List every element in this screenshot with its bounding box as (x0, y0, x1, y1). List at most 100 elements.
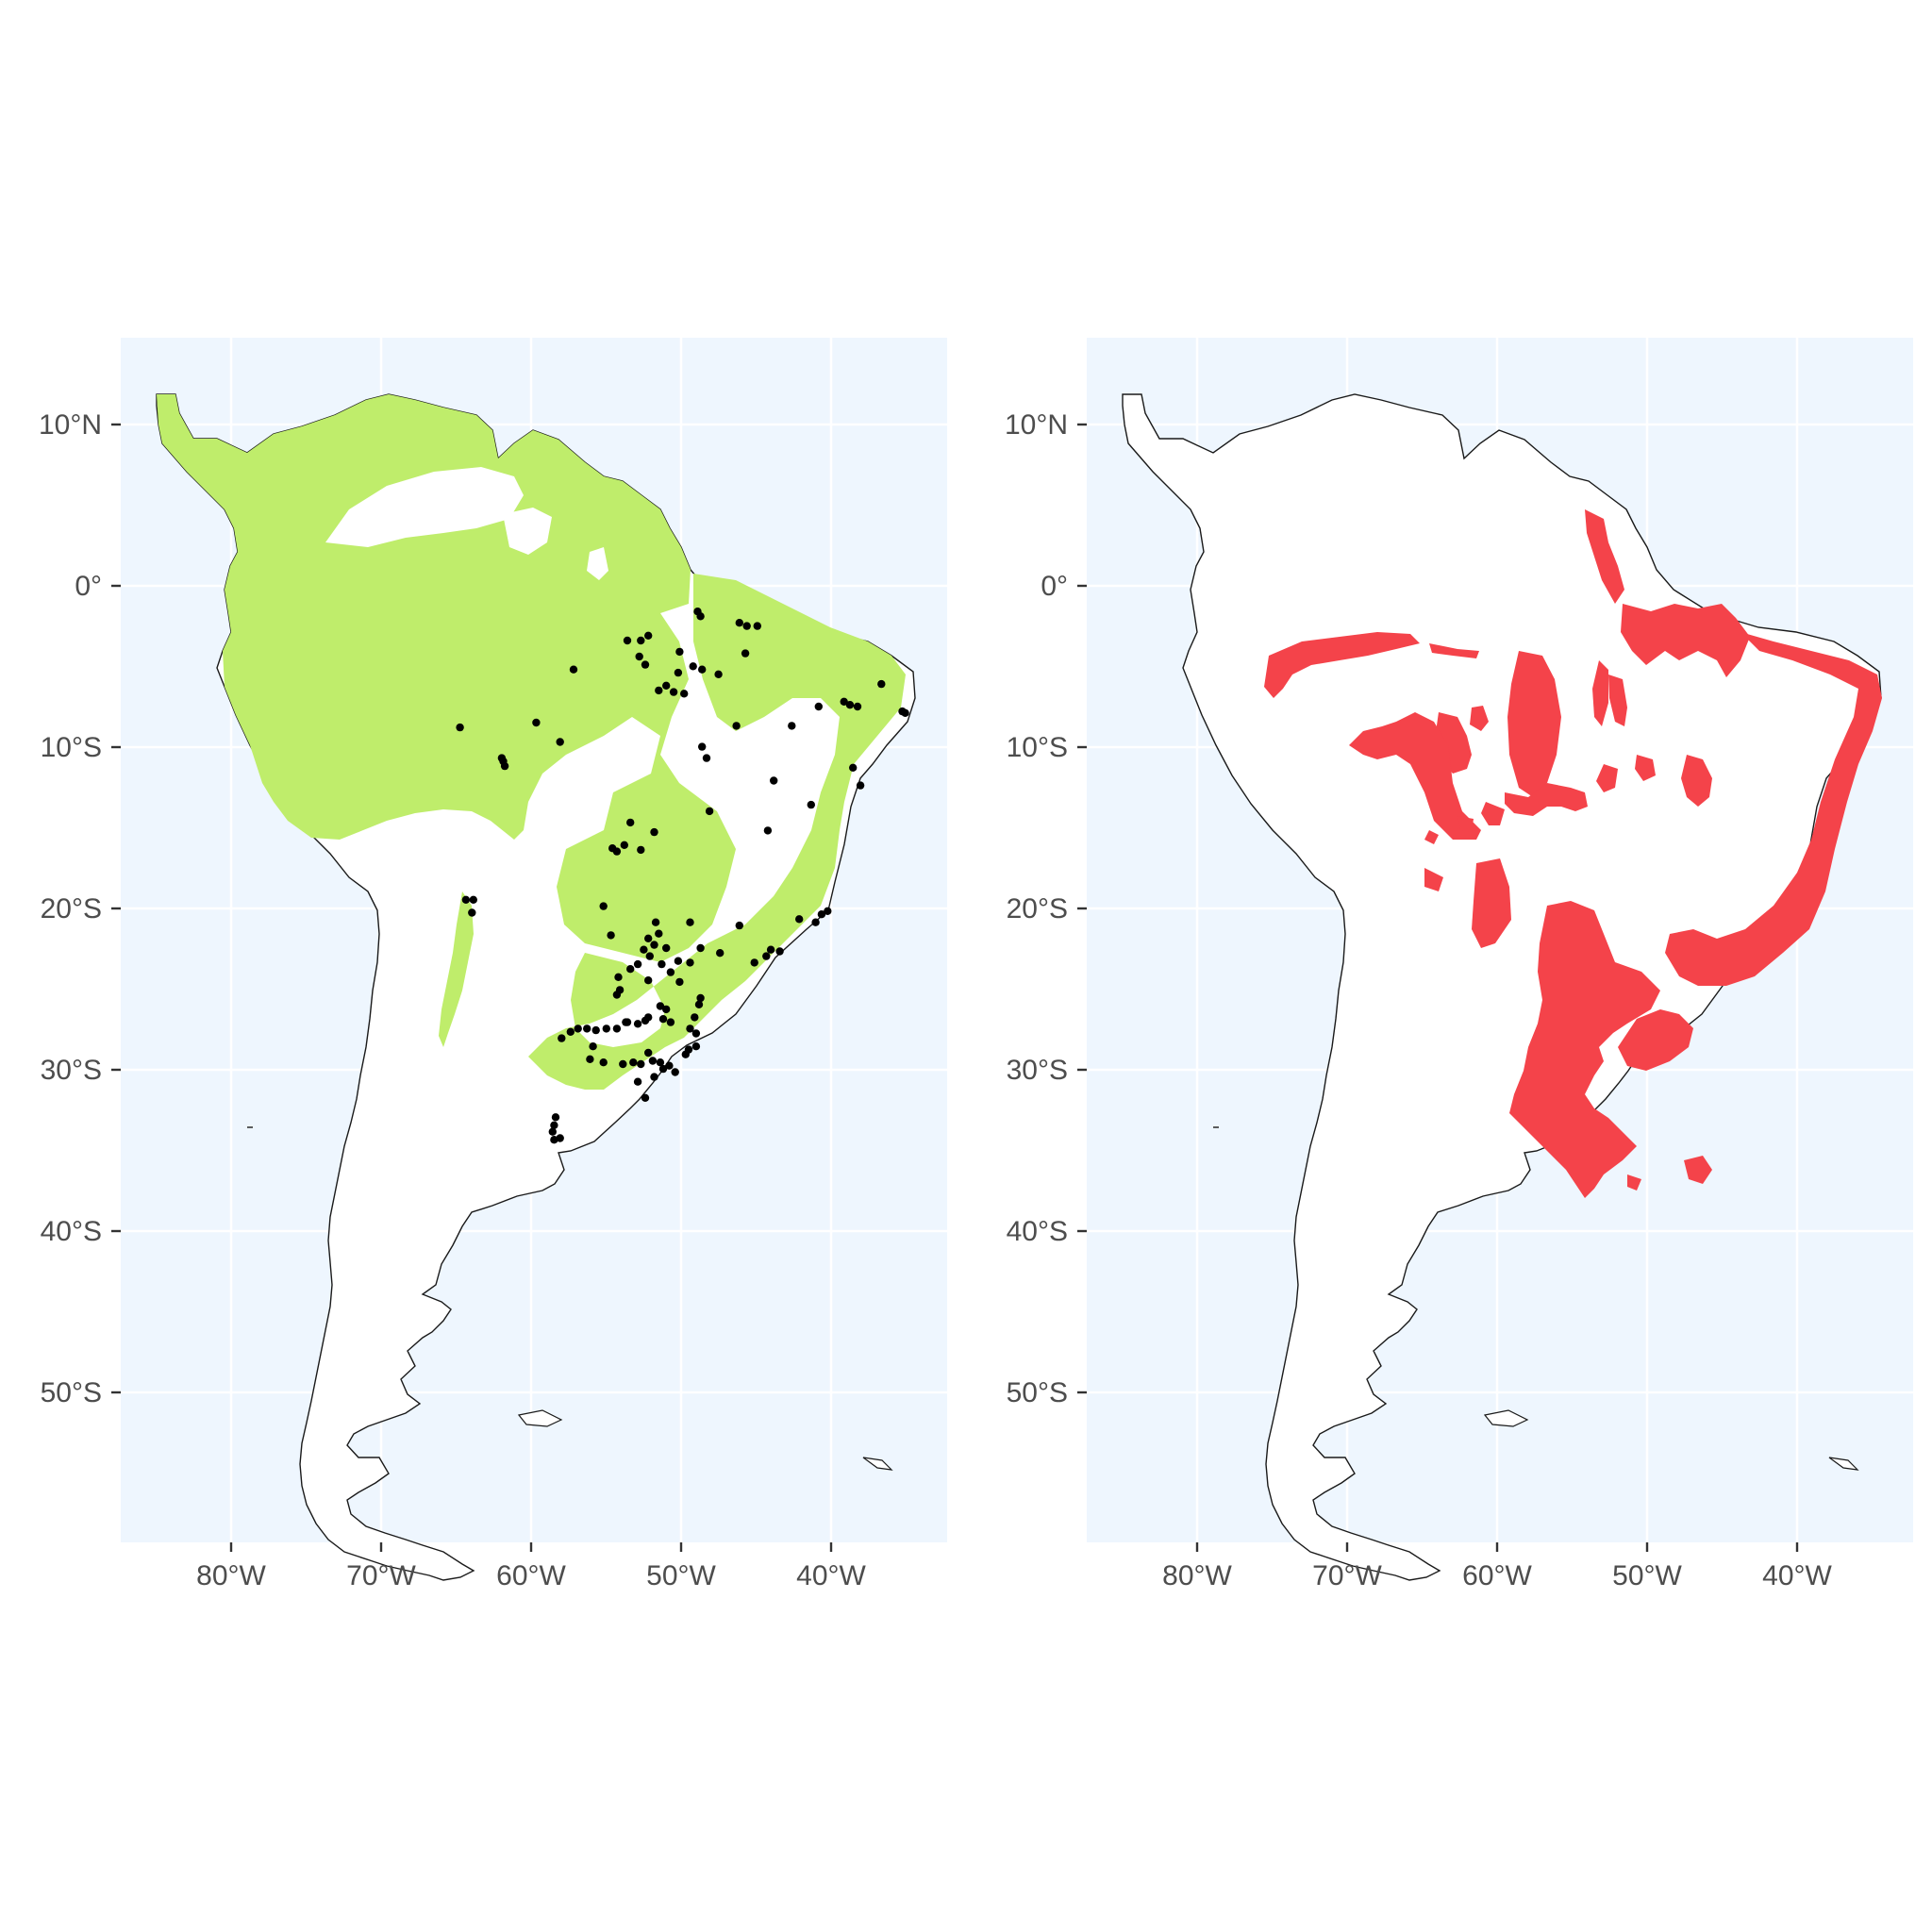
x-tick-label: 80°W (196, 1560, 266, 1591)
occurrence-point (469, 895, 477, 904)
occurrence-point (566, 1027, 575, 1037)
occurrence-point (626, 964, 635, 974)
x-tick-label: 40°W (796, 1560, 866, 1591)
y-tick-label: 20°S (1007, 893, 1068, 924)
occurrence-point (675, 977, 684, 987)
axis-x-right: 80°W 70°W 60°W 50°W 40°W (1162, 1542, 1833, 1591)
x-tick-label: 70°W (1312, 1560, 1382, 1591)
occurrence-point (665, 1061, 674, 1070)
occurrence-point (644, 976, 653, 985)
occurrence-point (658, 1064, 668, 1074)
occurrence-point (674, 668, 683, 677)
occurrence-point (637, 1059, 645, 1069)
occurrence-point (691, 1029, 701, 1038)
occurrence-point (849, 763, 858, 772)
occurrence-point (612, 847, 622, 856)
occurrence-point (698, 665, 707, 674)
occurrence-point (689, 662, 697, 671)
occurrence-point (698, 742, 707, 751)
y-tick-label: 40°S (1007, 1216, 1068, 1247)
y-tick-30s: 30°S (41, 1055, 121, 1086)
occurrence-point (845, 701, 855, 709)
occurrence-point (623, 636, 632, 645)
occurrence-point (623, 1018, 632, 1026)
occurrence-point (656, 1058, 665, 1067)
occurrence-point (763, 826, 773, 835)
occurrence-point (901, 708, 909, 717)
y-tick-40s: 40°S (1007, 1216, 1087, 1247)
y-tick-label: 0° (75, 571, 102, 602)
occurrence-point (766, 945, 775, 954)
x-tick-80w: 80°W (196, 1542, 267, 1591)
occurrence-point (633, 1077, 642, 1086)
occurrence-point (735, 619, 743, 627)
x-tick-70w: 70°W (1312, 1542, 1383, 1591)
occurrence-point (599, 902, 608, 910)
axis-y-left: 10°N 0° 10°S 20°S 30°S 40°S 50°S (39, 409, 121, 1408)
occurrence-point (599, 1058, 608, 1067)
occurrence-point (770, 776, 778, 785)
occurrence-point (655, 686, 663, 695)
occurrence-point (620, 841, 628, 849)
y-tick-40s: 40°S (41, 1216, 121, 1247)
occurrence-point (461, 895, 471, 904)
occurrence-point (648, 1057, 658, 1065)
occurrence-point (550, 1136, 558, 1144)
occurrence-point (686, 958, 694, 967)
x-tick-label: 50°W (646, 1560, 716, 1591)
x-tick-label: 50°W (1612, 1560, 1682, 1591)
y-tick-10n: 10°N (1005, 409, 1087, 441)
occurrence-point (589, 1042, 597, 1051)
occurrence-point (795, 915, 804, 924)
y-tick-30s: 30°S (1007, 1055, 1087, 1086)
x-tick-40w: 40°W (1762, 1542, 1833, 1591)
x-tick-label: 70°W (346, 1560, 416, 1591)
occurrence-point (742, 622, 751, 630)
occurrence-point (655, 929, 663, 938)
y-tick-label: 30°S (41, 1055, 102, 1086)
y-tick-10s: 10°S (41, 732, 121, 763)
occurrence-point (644, 934, 653, 942)
x-tick-60w: 60°W (496, 1542, 567, 1591)
occurrence-point (650, 827, 658, 837)
occurrence-point (612, 1024, 622, 1033)
occurrence-point (635, 652, 643, 661)
x-tick-label: 60°W (1462, 1560, 1532, 1591)
occurrence-point (856, 781, 865, 790)
occurrence-point (651, 918, 660, 926)
occurrence-point (840, 697, 848, 706)
occurrence-point (468, 908, 476, 917)
occurrence-point (705, 807, 714, 816)
occurrence-point (558, 1034, 566, 1042)
occurrence-point (675, 647, 684, 657)
occurrence-point (640, 945, 648, 954)
x-tick-70w: 70°W (346, 1542, 417, 1591)
map-panel-left (121, 338, 947, 1581)
occurrence-point (735, 921, 743, 930)
occurrence-point (607, 931, 615, 940)
occurrence-point (551, 1113, 560, 1122)
occurrence-point (650, 941, 658, 949)
y-tick-10n: 10°N (39, 409, 121, 441)
y-tick-label: 50°S (41, 1377, 102, 1408)
y-tick-20s: 20°S (41, 893, 121, 924)
occurrence-point (645, 952, 654, 960)
occurrence-point (548, 1127, 557, 1136)
y-tick-label: 40°S (41, 1216, 102, 1247)
axis-y-right: 10°N 0° 10°S 20°S 30°S 40°S 50°S (1005, 409, 1087, 1408)
occurrence-point (650, 1073, 658, 1081)
occurrence-point (456, 723, 464, 732)
occurrence-point (499, 757, 508, 766)
occurrence-point (658, 959, 666, 969)
y-tick-0: 0° (1041, 571, 1087, 602)
y-tick-label: 10°N (1005, 409, 1068, 441)
x-tick-40w: 40°W (796, 1542, 867, 1591)
y-tick-label: 10°S (1007, 732, 1068, 763)
occurrence-point (671, 1068, 679, 1076)
occurrence-point (633, 1020, 642, 1028)
occurrence-point (694, 1000, 704, 1009)
occurrence-point (853, 702, 862, 711)
y-tick-0: 0° (75, 571, 121, 602)
occurrence-point (574, 1024, 582, 1033)
